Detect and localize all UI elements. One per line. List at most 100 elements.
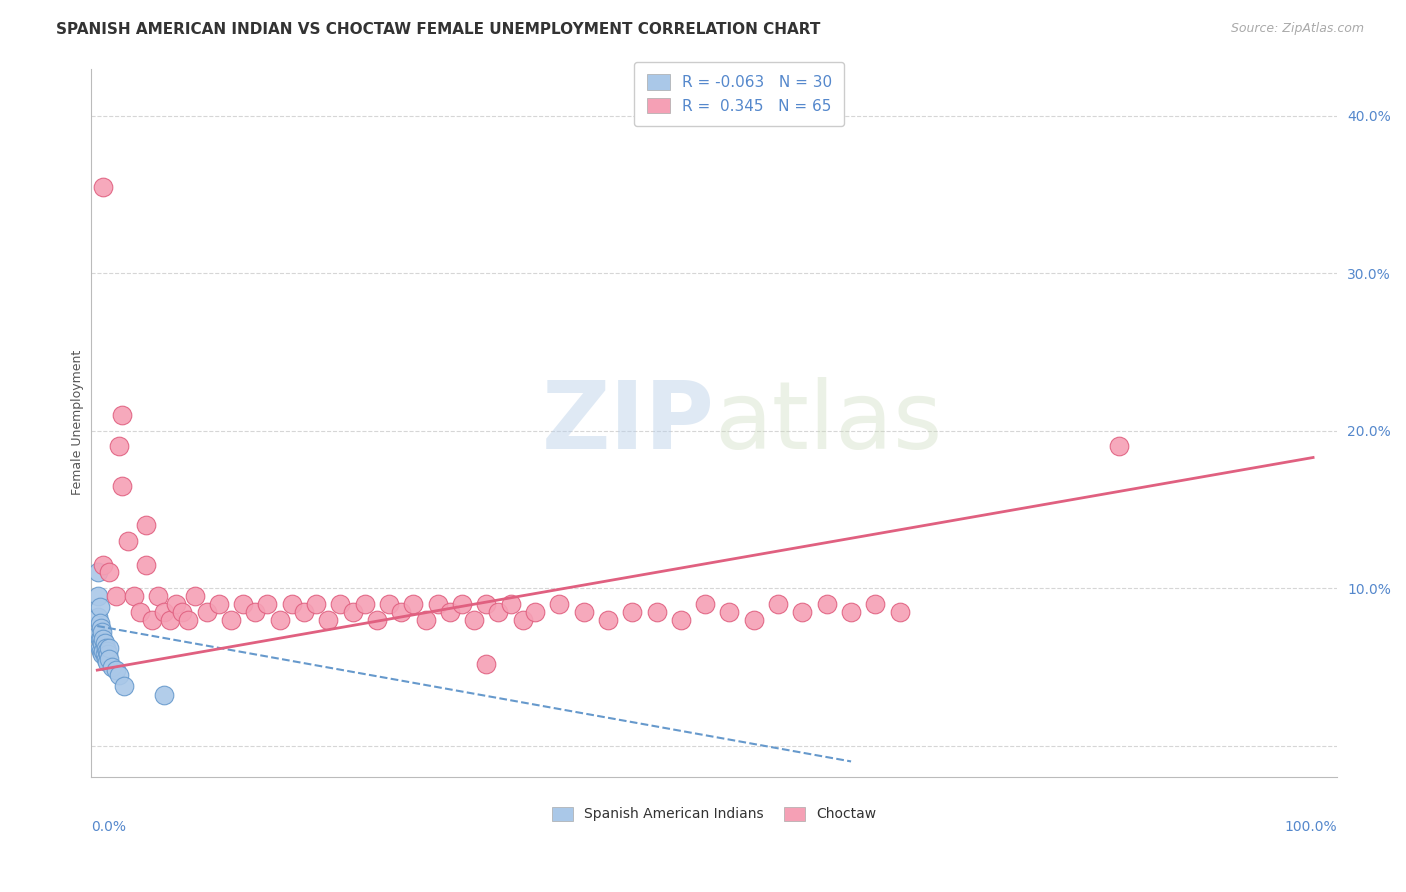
Point bbox=[165, 597, 187, 611]
Point bbox=[141, 613, 163, 627]
Point bbox=[97, 648, 120, 662]
Point bbox=[89, 641, 111, 656]
Legend: Spanish American Indians, Choctaw: Spanish American Indians, Choctaw bbox=[547, 801, 882, 827]
Point bbox=[183, 589, 205, 603]
Point bbox=[87, 609, 110, 624]
Point bbox=[451, 597, 474, 611]
Point bbox=[153, 605, 176, 619]
Point bbox=[94, 652, 117, 666]
Point bbox=[695, 597, 717, 611]
Point bbox=[815, 597, 838, 611]
Point bbox=[316, 613, 339, 627]
Point bbox=[89, 615, 111, 630]
Point bbox=[108, 440, 131, 454]
Text: SPANISH AMERICAN INDIAN VS CHOCTAW FEMALE UNEMPLOYMENT CORRELATION CHART: SPANISH AMERICAN INDIAN VS CHOCTAW FEMAL… bbox=[56, 22, 821, 37]
Point bbox=[104, 589, 127, 603]
Point bbox=[96, 644, 118, 658]
Point bbox=[329, 597, 352, 611]
Point bbox=[135, 518, 157, 533]
Point bbox=[219, 613, 242, 627]
Point bbox=[596, 613, 619, 627]
Point bbox=[93, 632, 115, 646]
Point bbox=[572, 605, 595, 619]
Point bbox=[669, 613, 692, 627]
Point bbox=[718, 605, 741, 619]
Point bbox=[110, 408, 132, 422]
Point bbox=[93, 558, 115, 572]
Point bbox=[208, 597, 231, 611]
Point bbox=[104, 663, 127, 677]
Point bbox=[93, 636, 115, 650]
Point bbox=[93, 179, 115, 194]
Point bbox=[195, 605, 218, 619]
Point bbox=[245, 605, 267, 619]
Point bbox=[402, 597, 425, 611]
Point bbox=[1108, 440, 1130, 454]
Point bbox=[87, 566, 110, 580]
Point bbox=[128, 605, 150, 619]
Point bbox=[523, 605, 546, 619]
Point bbox=[159, 613, 181, 627]
Point bbox=[488, 605, 510, 619]
Point bbox=[98, 641, 121, 656]
Point bbox=[117, 533, 139, 548]
Point bbox=[548, 597, 571, 611]
Point bbox=[742, 613, 765, 627]
Point bbox=[499, 597, 522, 611]
Point bbox=[177, 613, 200, 627]
Y-axis label: Female Unemployment: Female Unemployment bbox=[72, 351, 84, 495]
Point bbox=[101, 660, 124, 674]
Point bbox=[256, 597, 278, 611]
Point bbox=[621, 605, 644, 619]
Point bbox=[87, 628, 110, 642]
Point bbox=[91, 636, 114, 650]
Text: Source: ZipAtlas.com: Source: ZipAtlas.com bbox=[1230, 22, 1364, 36]
Point bbox=[366, 613, 388, 627]
Point bbox=[146, 589, 169, 603]
Point bbox=[153, 688, 176, 702]
Point bbox=[96, 655, 118, 669]
Point bbox=[426, 597, 449, 611]
Text: 100.0%: 100.0% bbox=[1285, 820, 1337, 834]
Point bbox=[353, 597, 375, 611]
Point bbox=[90, 621, 112, 635]
Point bbox=[108, 668, 131, 682]
Point bbox=[232, 597, 254, 611]
Point bbox=[91, 648, 114, 662]
Point bbox=[645, 605, 668, 619]
Point bbox=[292, 605, 315, 619]
Point bbox=[439, 605, 461, 619]
Point bbox=[98, 652, 121, 666]
Point bbox=[172, 605, 194, 619]
Text: ZIP: ZIP bbox=[541, 376, 714, 469]
Point bbox=[475, 597, 498, 611]
Point bbox=[463, 613, 485, 627]
Point bbox=[512, 613, 534, 627]
Text: 0.0%: 0.0% bbox=[91, 820, 127, 834]
Point bbox=[87, 589, 110, 603]
Point bbox=[342, 605, 364, 619]
Point bbox=[98, 566, 121, 580]
Text: atlas: atlas bbox=[714, 376, 942, 469]
Point bbox=[91, 625, 114, 640]
Point bbox=[281, 597, 304, 611]
Point bbox=[94, 641, 117, 656]
Point bbox=[90, 632, 112, 646]
Point bbox=[839, 605, 862, 619]
Point bbox=[378, 597, 401, 611]
Point bbox=[93, 644, 115, 658]
Point bbox=[889, 605, 911, 619]
Point bbox=[110, 479, 132, 493]
Point bbox=[89, 632, 111, 646]
Point bbox=[305, 597, 328, 611]
Point bbox=[865, 597, 887, 611]
Point bbox=[112, 679, 135, 693]
Point bbox=[389, 605, 412, 619]
Point bbox=[93, 648, 115, 662]
Point bbox=[122, 589, 145, 603]
Point bbox=[135, 558, 157, 572]
Point bbox=[90, 644, 112, 658]
Point bbox=[475, 657, 498, 671]
Point bbox=[766, 597, 789, 611]
Point bbox=[415, 613, 437, 627]
